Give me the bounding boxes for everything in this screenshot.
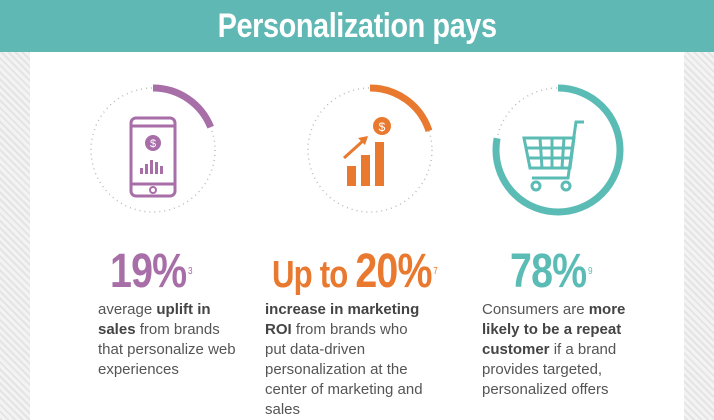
stat-value: 78% 9 xyxy=(510,245,592,298)
stat-description: increase in marketing ROI from brands wh… xyxy=(265,301,423,418)
stat-description: average uplift in sales from brands that… xyxy=(98,301,236,378)
progress-ring: $ xyxy=(304,84,436,216)
ring-progress xyxy=(304,84,436,216)
ring-track xyxy=(90,87,216,213)
header-banner: Personalization pays xyxy=(0,0,714,52)
svg-text:$: $ xyxy=(379,120,386,134)
stat-value: 19% 3 xyxy=(110,245,192,298)
progress-ring: $ xyxy=(87,84,219,216)
footnote: 7 xyxy=(433,266,438,277)
ring-progress xyxy=(492,84,624,216)
footnote: 9 xyxy=(587,266,592,277)
progress-ring xyxy=(492,84,624,216)
content-panel xyxy=(30,52,684,420)
ring-progress xyxy=(87,84,219,216)
footnote: 3 xyxy=(187,266,192,277)
shopping-cart-icon xyxy=(522,120,584,192)
page-title: Personalization pays xyxy=(217,6,497,45)
ring-track xyxy=(307,87,433,213)
stat-description: Consumers are more likely to be a repeat… xyxy=(482,301,626,398)
growth-chart-dollar-icon: $ xyxy=(342,117,391,186)
smartphone-dollar-icon: $ xyxy=(129,116,177,198)
svg-text:$: $ xyxy=(150,138,156,150)
stat-value: Up to 20% 7 xyxy=(272,245,438,298)
